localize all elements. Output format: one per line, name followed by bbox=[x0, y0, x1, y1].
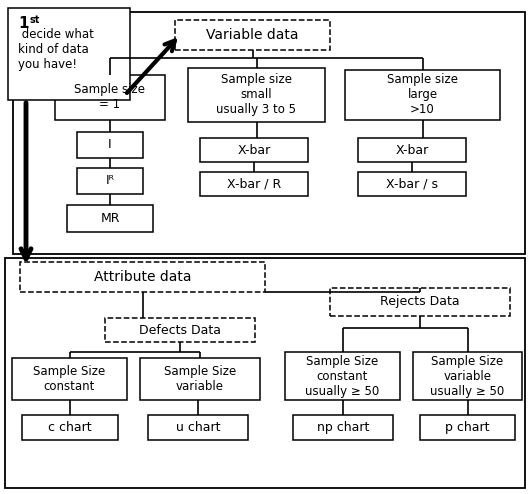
Text: Rejects Data: Rejects Data bbox=[380, 295, 460, 308]
Text: Iᴿ: Iᴿ bbox=[105, 174, 114, 188]
FancyBboxPatch shape bbox=[55, 75, 165, 120]
FancyBboxPatch shape bbox=[200, 172, 308, 196]
FancyBboxPatch shape bbox=[77, 168, 143, 194]
Text: Sample size
= 1: Sample size = 1 bbox=[75, 83, 146, 112]
FancyBboxPatch shape bbox=[358, 138, 466, 162]
FancyBboxPatch shape bbox=[140, 358, 260, 400]
Text: Sample Size
variable
usually ≥ 50: Sample Size variable usually ≥ 50 bbox=[430, 355, 505, 398]
FancyBboxPatch shape bbox=[8, 8, 130, 100]
FancyBboxPatch shape bbox=[5, 258, 525, 488]
Text: Sample Size
variable: Sample Size variable bbox=[164, 365, 236, 393]
FancyBboxPatch shape bbox=[77, 132, 143, 158]
FancyBboxPatch shape bbox=[105, 318, 255, 342]
FancyBboxPatch shape bbox=[188, 68, 325, 122]
Text: X-bar / R: X-bar / R bbox=[227, 177, 281, 191]
FancyBboxPatch shape bbox=[22, 415, 118, 440]
FancyBboxPatch shape bbox=[13, 12, 525, 254]
FancyBboxPatch shape bbox=[293, 415, 393, 440]
FancyBboxPatch shape bbox=[413, 352, 522, 400]
Text: Sample size
small
usually 3 to 5: Sample size small usually 3 to 5 bbox=[216, 74, 296, 117]
FancyBboxPatch shape bbox=[175, 20, 330, 50]
Text: u chart: u chart bbox=[176, 421, 220, 434]
Text: I: I bbox=[108, 138, 112, 152]
Text: Variable data: Variable data bbox=[206, 28, 299, 42]
Text: Attribute data: Attribute data bbox=[94, 270, 191, 284]
Text: st: st bbox=[29, 15, 39, 25]
FancyBboxPatch shape bbox=[358, 172, 466, 196]
Text: c chart: c chart bbox=[48, 421, 92, 434]
Text: X-bar: X-bar bbox=[237, 143, 271, 157]
Text: MR: MR bbox=[100, 212, 120, 225]
Text: X-bar: X-bar bbox=[395, 143, 429, 157]
Text: Defects Data: Defects Data bbox=[139, 324, 221, 336]
Text: np chart: np chart bbox=[317, 421, 369, 434]
Text: p chart: p chart bbox=[445, 421, 490, 434]
FancyBboxPatch shape bbox=[67, 205, 153, 232]
FancyBboxPatch shape bbox=[330, 288, 510, 316]
FancyBboxPatch shape bbox=[200, 138, 308, 162]
Text: X-bar / s: X-bar / s bbox=[386, 177, 438, 191]
FancyBboxPatch shape bbox=[20, 262, 265, 292]
FancyBboxPatch shape bbox=[345, 70, 500, 120]
Text: Sample Size
constant
usually ≥ 50: Sample Size constant usually ≥ 50 bbox=[305, 355, 379, 398]
FancyBboxPatch shape bbox=[148, 415, 248, 440]
FancyBboxPatch shape bbox=[12, 358, 127, 400]
FancyBboxPatch shape bbox=[285, 352, 400, 400]
FancyBboxPatch shape bbox=[420, 415, 515, 440]
Text: Sample Size
constant: Sample Size constant bbox=[33, 365, 105, 393]
Text: Sample size
large
>10: Sample size large >10 bbox=[387, 74, 458, 117]
Text: decide what
kind of data
you have!: decide what kind of data you have! bbox=[18, 28, 94, 71]
Text: 1: 1 bbox=[18, 16, 29, 32]
